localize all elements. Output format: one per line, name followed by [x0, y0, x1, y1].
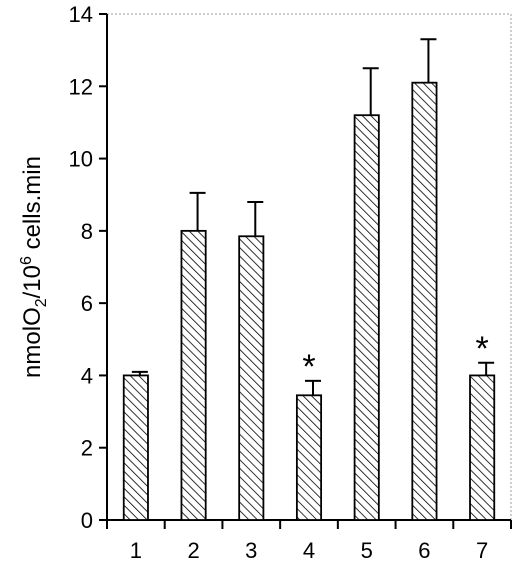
y-tick-label: 8: [81, 219, 93, 244]
y-label-part2: /10: [19, 265, 46, 298]
bar: [238, 235, 265, 521]
bars-group: * *: [122, 38, 496, 521]
y-label-superscript: 6: [18, 256, 35, 265]
bar: [469, 374, 496, 521]
y-label-part3: cells.min: [19, 156, 46, 256]
y-axis-ticks: 0 2 4 6 8 10 12 14: [69, 2, 107, 533]
significance-mark: *: [476, 330, 489, 368]
bar: [353, 114, 380, 521]
y-tick-label: 10: [69, 147, 93, 172]
y-tick-label: 14: [69, 2, 93, 27]
x-tick-label: 4: [303, 538, 315, 563]
significance-mark: *: [302, 348, 315, 386]
x-tick-label: 6: [418, 538, 430, 563]
y-label-part1: nmolO: [19, 307, 46, 378]
y-tick-label: 12: [69, 74, 93, 99]
y-axis-label: nmolO2/106 cells.min: [18, 156, 50, 378]
x-tick-label: 1: [130, 538, 142, 563]
y-label-subscript: 2: [33, 298, 50, 307]
x-tick-label: 2: [187, 538, 199, 563]
y-tick-label: 2: [81, 436, 93, 461]
x-axis-ticks: 1 2 3 4 5 6 7: [106, 520, 512, 563]
bar: [122, 374, 149, 521]
y-tick-label: 0: [81, 508, 93, 533]
x-tick-label: 7: [476, 538, 488, 563]
x-tick-label: 5: [361, 538, 373, 563]
bar: [295, 394, 323, 521]
bar: [180, 229, 207, 521]
y-tick-label: 6: [81, 291, 93, 316]
y-tick-label: 4: [81, 363, 93, 388]
bar: [411, 81, 438, 521]
x-tick-label: 3: [245, 538, 257, 563]
